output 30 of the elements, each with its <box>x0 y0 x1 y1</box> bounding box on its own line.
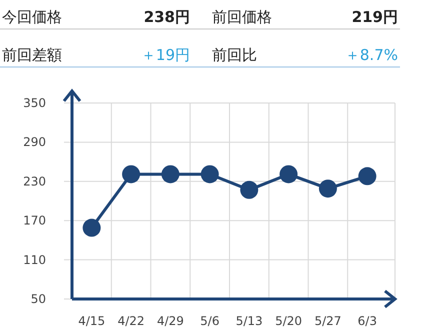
point <box>82 218 101 237</box>
text: ＋19円 <box>140 46 190 64</box>
y-tick-label: 290 <box>23 135 46 150</box>
point <box>318 180 337 198</box>
x-tick-label: 5/13 <box>236 314 263 328</box>
y-tick-label: 350 <box>23 96 46 110</box>
point <box>280 165 298 184</box>
y-tick-label: 170 <box>23 214 46 228</box>
x-tick-label: 4/22 <box>118 314 145 328</box>
text: 前回価格 <box>212 8 272 26</box>
x-tick-label: 5/27 <box>314 314 342 328</box>
point <box>200 165 219 184</box>
text: 219円 <box>352 8 398 26</box>
text: ＋8.7% <box>344 46 398 64</box>
text: 今回価格 <box>2 8 62 26</box>
x-tick-label: 5/6 <box>200 314 220 328</box>
x-tick-label: 6/3 <box>358 314 377 328</box>
text: 前回差額 <box>2 46 62 64</box>
y-tick-label: 230 <box>23 174 46 188</box>
text: 238円 <box>144 8 190 26</box>
x-tick-label: 4/29 <box>156 314 184 328</box>
y-tick-label: 110 <box>23 252 46 267</box>
point <box>122 165 140 184</box>
y-tick-label: 50 <box>30 292 46 306</box>
text: 前回比 <box>212 46 257 64</box>
x-tick-label: 5/20 <box>275 314 302 328</box>
point <box>161 165 180 184</box>
x-tick-label: 4/15 <box>78 314 106 328</box>
point <box>358 167 376 186</box>
point <box>240 180 258 199</box>
